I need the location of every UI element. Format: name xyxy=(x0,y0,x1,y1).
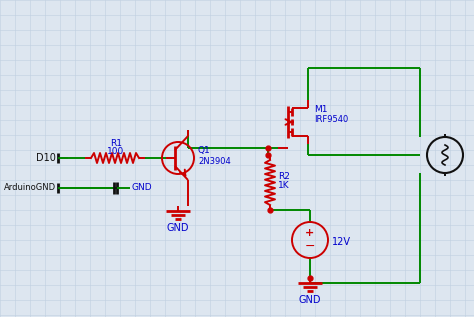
Text: 100: 100 xyxy=(108,146,125,156)
Text: ArduinoGND: ArduinoGND xyxy=(4,184,56,192)
Text: IRF9540: IRF9540 xyxy=(314,115,348,125)
Text: 12V: 12V xyxy=(332,237,351,247)
Text: GND: GND xyxy=(132,184,153,192)
Text: GND: GND xyxy=(299,295,321,305)
Text: 2N3904: 2N3904 xyxy=(198,157,231,165)
Text: Q1: Q1 xyxy=(198,146,211,156)
Text: −: − xyxy=(305,240,315,253)
Text: GND: GND xyxy=(167,223,189,233)
Text: 1K: 1K xyxy=(278,181,290,190)
Text: R1: R1 xyxy=(110,139,122,147)
Text: M1: M1 xyxy=(314,106,328,114)
Text: R2: R2 xyxy=(278,172,290,181)
Text: +: + xyxy=(305,228,315,238)
Text: D10: D10 xyxy=(36,153,56,163)
